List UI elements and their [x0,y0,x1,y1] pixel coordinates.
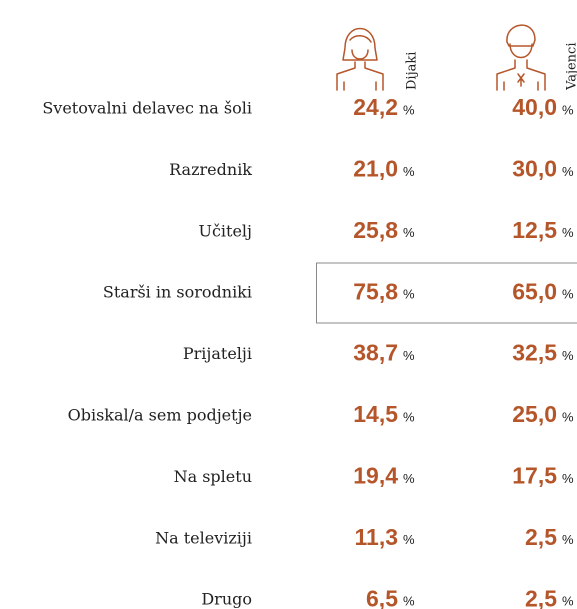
unit: % [403,348,415,363]
unit: % [562,102,574,117]
value: 25,0 [512,401,557,427]
row-label: Na televiziji [155,528,252,547]
value: 24,2 [353,94,398,120]
row-label: Obiskal/a sem podjetje [68,406,252,425]
row-label: Razrednik [169,160,252,179]
value: 2,5 [525,524,557,550]
row-label: Prijatelji [183,344,252,363]
row-label: Na spletu [174,467,252,486]
value: 30,0 [512,155,557,181]
unit: % [403,225,415,240]
unit: % [403,532,415,547]
value: 17,5 [512,462,557,488]
unit: % [562,471,574,486]
value: 19,4 [353,462,398,488]
value: 11,3 [355,524,399,550]
value: 75,8 [353,278,398,304]
unit: % [403,164,415,179]
unit: % [403,471,415,486]
unit: % [403,102,415,117]
unit: % [403,594,415,609]
row-label: Svetovalni delavec na šoli [42,99,252,118]
column-header: Dijaki [405,52,420,90]
row-label: Drugo [201,590,252,609]
unit: % [562,287,574,302]
value: 21,0 [353,155,398,181]
value: 6,5 [366,585,398,609]
row-label: Starši in sorodniki [103,283,252,302]
apprentice-icon [496,24,546,91]
unit: % [562,409,574,424]
value: 12,5 [512,217,557,243]
value: 32,5 [512,340,557,366]
column-header: Vajenci [565,43,577,91]
value: 38,7 [353,340,398,366]
value: 25,8 [353,217,398,243]
row-label: Učitelj [198,221,252,240]
value: 65,0 [512,278,557,304]
unit: % [403,409,415,424]
student-icon [336,27,384,91]
unit: % [562,225,574,240]
unit: % [562,594,574,609]
value: 14,5 [353,401,398,427]
value: 2,5 [525,585,557,609]
highlight-box [316,262,577,324]
unit: % [562,532,574,547]
value: 40,0 [512,94,557,120]
unit: % [562,164,574,179]
unit: % [562,348,574,363]
unit: % [403,287,415,302]
